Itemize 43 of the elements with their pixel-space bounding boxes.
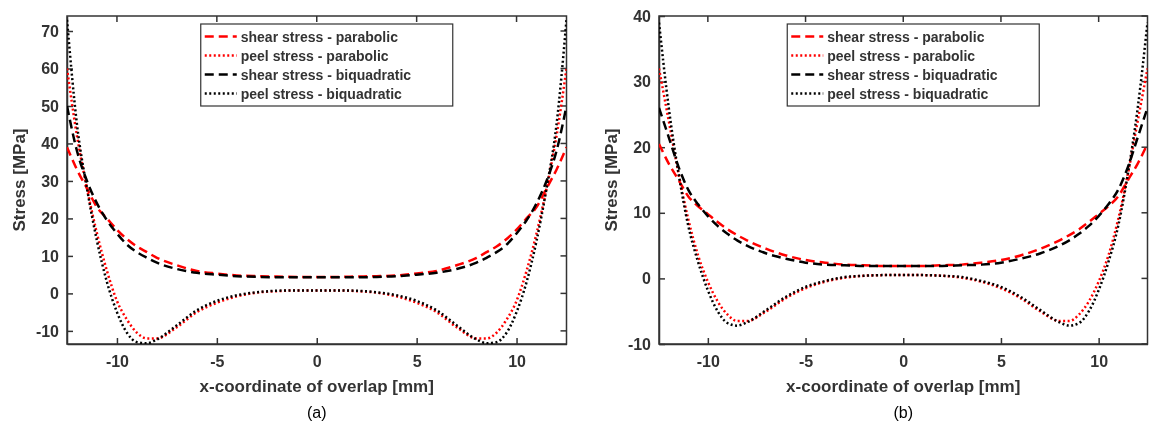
- text: (a): [306, 404, 327, 421]
- x-tick-label: 5: [996, 353, 1006, 371]
- legend-label: peel stress - parabolic: [240, 47, 389, 64]
- y-tick-label: 0: [641, 270, 651, 288]
- x-tick-label: 0: [898, 353, 908, 371]
- y-tick-label: -10: [627, 335, 651, 353]
- x-tick-label: -5: [210, 353, 225, 371]
- legend-label: peel stress - biquadratic: [240, 85, 403, 102]
- x-tick-label: 10: [1089, 353, 1108, 371]
- y-tick-label: 0: [50, 285, 60, 303]
- y-tick-label: 50: [41, 97, 60, 115]
- line-series: [67, 67, 567, 340]
- x-tick-label: 5: [412, 353, 422, 371]
- text: (b): [892, 404, 913, 421]
- y-tick-label: 30: [632, 73, 651, 91]
- legend-label: shear stress - parabolic: [240, 28, 399, 45]
- x-axis-title: x-coordinate of overlap [mm]: [199, 377, 434, 396]
- y-axis-title: Stress [MPa]: [601, 128, 621, 232]
- x-tick-label: 0: [312, 353, 322, 371]
- line-series: [658, 67, 1147, 323]
- y-axis-title: Stress [MPa]: [10, 128, 29, 232]
- y-tick-label: 40: [41, 135, 60, 153]
- x-tick-label: 10: [508, 353, 527, 371]
- legend-label: shear stress - parabolic: [826, 28, 985, 45]
- y-tick-label: 60: [41, 60, 60, 78]
- y-tick-label: 70: [41, 22, 60, 40]
- y-tick-label: 10: [41, 247, 60, 265]
- legend-label: shear stress - biquadratic: [240, 66, 412, 83]
- y-tick-label: 20: [41, 210, 60, 228]
- legend-label: shear stress - biquadratic: [826, 66, 998, 83]
- x-tick-label: -5: [798, 353, 813, 371]
- y-tick-label: -10: [35, 322, 60, 340]
- x-axis-title: x-coordinate of overlap [mm]: [785, 377, 1020, 396]
- y-tick-label: 10: [632, 204, 651, 222]
- legend-label: peel stress - parabolic: [826, 47, 975, 64]
- y-tick-label: 30: [41, 172, 60, 190]
- line-series: [658, 21, 1147, 327]
- legend-label: peel stress - biquadratic: [826, 85, 989, 102]
- x-tick-label: -10: [105, 353, 130, 371]
- y-tick-label: 20: [632, 138, 651, 156]
- line-series: [67, 18, 567, 344]
- y-tick-label: 40: [632, 7, 651, 25]
- x-tick-label: -10: [696, 353, 720, 371]
